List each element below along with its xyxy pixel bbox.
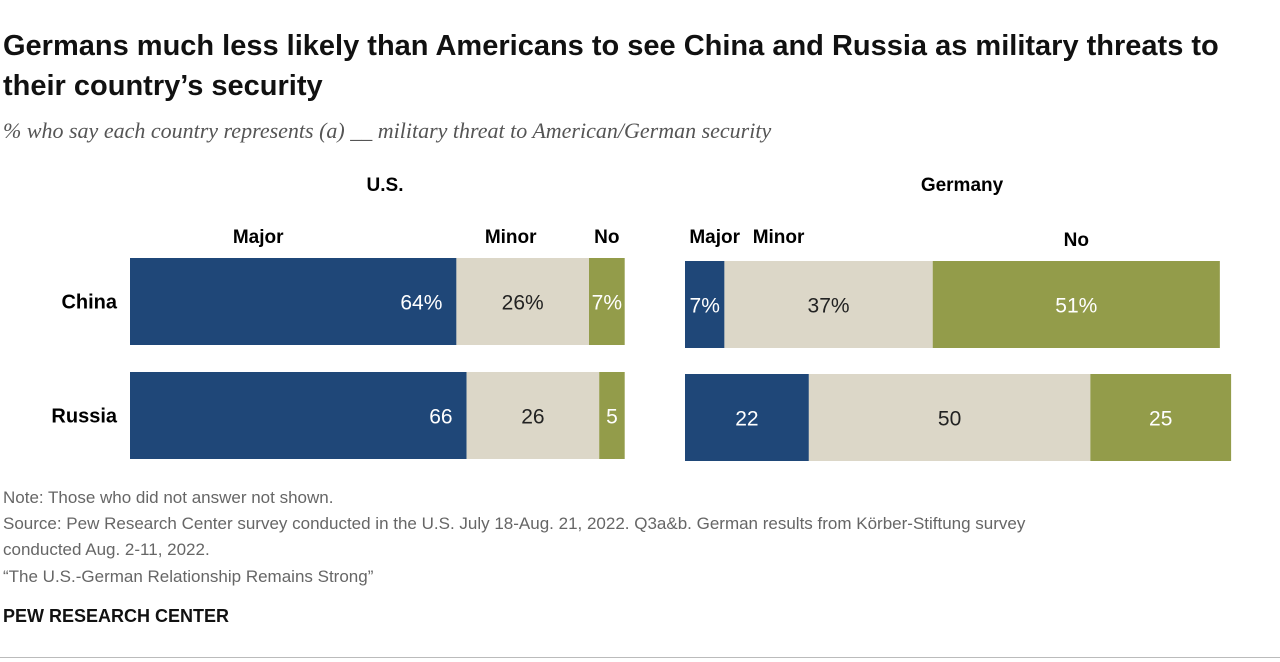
data-label: 25 xyxy=(1149,408,1172,431)
panel-title: Germany xyxy=(921,175,1004,196)
bar-major xyxy=(130,372,467,459)
data-label: 37% xyxy=(808,295,850,318)
legend-major: Major xyxy=(233,227,284,248)
category-label: China xyxy=(61,292,117,314)
data-label: 64% xyxy=(400,292,442,315)
category-label: Russia xyxy=(51,406,117,428)
data-label: 22 xyxy=(735,408,758,431)
data-label: 7% xyxy=(592,292,622,315)
bar-major xyxy=(130,258,457,345)
bar-minor xyxy=(456,258,589,345)
bar-major xyxy=(685,374,809,461)
source: Source: Pew Research Center survey condu… xyxy=(3,514,1026,533)
report-title: “The U.S.-German Relationship Remains St… xyxy=(3,567,374,586)
source-cont: conducted Aug. 2-11, 2022. xyxy=(3,540,210,559)
bar-minor xyxy=(466,372,600,459)
data-label: 26% xyxy=(502,292,544,315)
bar-minor xyxy=(724,261,933,348)
bar-no xyxy=(589,258,625,345)
divider xyxy=(0,657,1280,658)
data-label: 51% xyxy=(1055,295,1097,318)
data-label: 50 xyxy=(938,408,961,431)
note: Note: Those who did not answer not shown… xyxy=(3,488,334,507)
legend-no: No xyxy=(594,227,619,248)
bar-no xyxy=(932,261,1220,348)
panel-title: U.S. xyxy=(367,175,404,196)
data-label: 26 xyxy=(521,406,544,429)
bar-major xyxy=(685,261,725,348)
bar-no xyxy=(1090,374,1232,461)
chart-subtitle: % who say each country represents (a) __… xyxy=(3,118,772,143)
legend-major: Major xyxy=(689,227,740,248)
chart-title: Germans much less likely than Americans … xyxy=(3,30,1219,102)
data-label: 5 xyxy=(606,406,618,429)
brand-logo-text: PEW RESEARCH CENTER xyxy=(3,606,230,626)
bar-no xyxy=(599,372,625,459)
legend-minor: Minor xyxy=(753,227,805,248)
data-label: 66 xyxy=(429,406,452,429)
bar-minor xyxy=(808,374,1091,461)
legend-minor: Minor xyxy=(485,227,537,248)
legend-no: No xyxy=(1064,230,1089,251)
data-label: 7% xyxy=(690,295,720,318)
